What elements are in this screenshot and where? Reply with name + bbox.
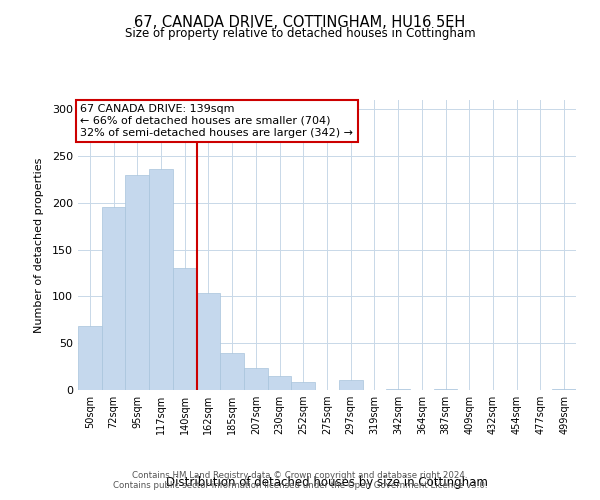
Text: 67 CANADA DRIVE: 139sqm
← 66% of detached houses are smaller (704)
32% of semi-d: 67 CANADA DRIVE: 139sqm ← 66% of detache… bbox=[80, 104, 353, 138]
Bar bbox=[339, 380, 362, 390]
Bar bbox=[149, 169, 173, 390]
Bar bbox=[268, 376, 292, 390]
Y-axis label: Number of detached properties: Number of detached properties bbox=[34, 158, 44, 332]
Bar bbox=[292, 382, 315, 390]
Text: Contains HM Land Registry data © Crown copyright and database right 2024.: Contains HM Land Registry data © Crown c… bbox=[132, 471, 468, 480]
Bar bbox=[197, 292, 220, 390]
Text: 67, CANADA DRIVE, COTTINGHAM, HU16 5EH: 67, CANADA DRIVE, COTTINGHAM, HU16 5EH bbox=[134, 15, 466, 30]
Text: Size of property relative to detached houses in Cottingham: Size of property relative to detached ho… bbox=[125, 28, 475, 40]
Bar bbox=[386, 389, 410, 390]
Bar bbox=[102, 206, 125, 390]
Bar bbox=[434, 389, 457, 390]
Bar bbox=[173, 268, 197, 390]
Bar bbox=[244, 368, 268, 390]
Bar bbox=[78, 326, 102, 390]
Text: Contains public sector information licensed under the Open Government Licence v3: Contains public sector information licen… bbox=[113, 481, 487, 490]
Bar bbox=[552, 389, 576, 390]
X-axis label: Distribution of detached houses by size in Cottingham: Distribution of detached houses by size … bbox=[166, 476, 488, 489]
Bar bbox=[125, 175, 149, 390]
Bar bbox=[220, 352, 244, 390]
